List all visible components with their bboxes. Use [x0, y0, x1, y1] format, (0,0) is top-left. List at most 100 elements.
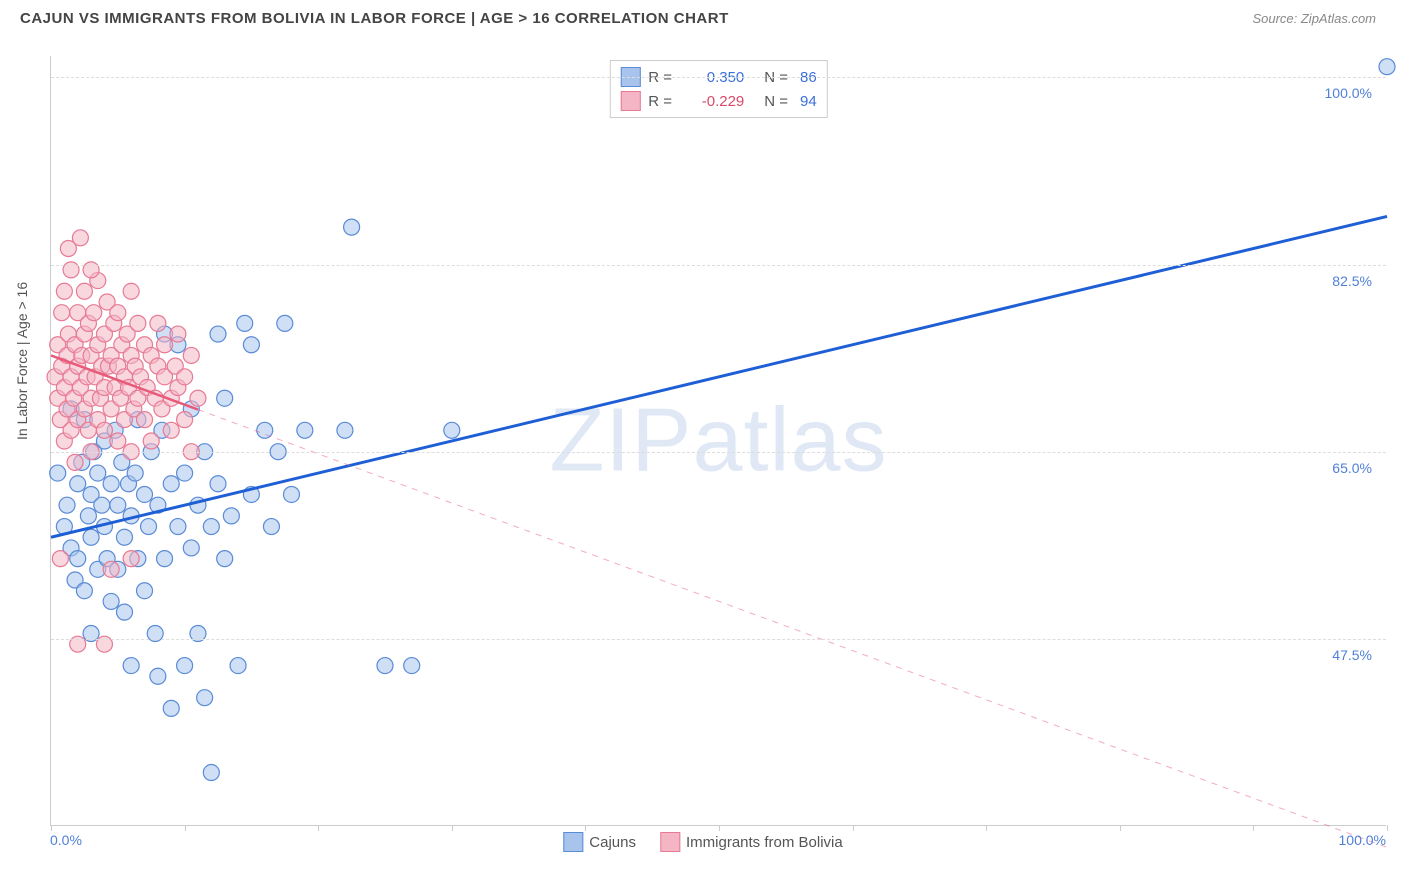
data-point	[52, 551, 68, 567]
data-point	[210, 326, 226, 342]
data-point	[123, 551, 139, 567]
data-point	[177, 412, 193, 428]
data-point	[243, 337, 259, 353]
data-point	[56, 283, 72, 299]
title-bar: CAJUN VS IMMIGRANTS FROM BOLIVIA IN LABO…	[0, 0, 1406, 33]
chart-title: CAJUN VS IMMIGRANTS FROM BOLIVIA IN LABO…	[20, 10, 729, 27]
data-point	[90, 465, 106, 481]
data-point	[103, 561, 119, 577]
data-point	[404, 658, 420, 674]
grid-line	[51, 265, 1386, 266]
x-tick	[853, 825, 854, 831]
data-point	[80, 508, 96, 524]
legend-swatch	[660, 832, 680, 852]
data-point	[70, 551, 86, 567]
data-point	[103, 593, 119, 609]
y-tick-label: 47.5%	[1328, 647, 1376, 663]
data-point	[377, 658, 393, 674]
x-tick	[719, 825, 720, 831]
data-point	[76, 283, 92, 299]
data-point	[141, 519, 157, 535]
data-point	[237, 315, 253, 331]
legend-item: Immigrants from Bolivia	[660, 832, 843, 852]
data-point	[190, 390, 206, 406]
legend-swatch	[563, 832, 583, 852]
data-point	[116, 604, 132, 620]
data-point	[183, 347, 199, 363]
series-legend: Cajuns Immigrants from Bolivia	[563, 832, 842, 852]
data-point	[177, 369, 193, 385]
x-axis-min-label: 0.0%	[50, 832, 82, 848]
data-point	[130, 315, 146, 331]
data-point	[197, 690, 213, 706]
legend-row: R = -0.229 N = 94	[620, 89, 816, 113]
data-point	[150, 668, 166, 684]
source-attribution: Source: ZipAtlas.com	[1252, 11, 1376, 26]
y-axis-label: In Labor Force | Age > 16	[14, 282, 30, 440]
x-tick	[452, 825, 453, 831]
legend-item: Cajuns	[563, 832, 636, 852]
data-point	[137, 486, 153, 502]
r-value: -0.229	[684, 93, 744, 110]
data-point	[344, 219, 360, 235]
data-point	[157, 337, 173, 353]
data-point	[170, 326, 186, 342]
data-point	[60, 241, 76, 257]
data-point	[94, 497, 110, 513]
chart-plot-area: ZIPatlas R =0.350N =86R =-0.229N =94 47.…	[50, 56, 1386, 826]
data-point	[143, 433, 159, 449]
data-point	[137, 583, 153, 599]
data-point	[83, 529, 99, 545]
data-point	[137, 412, 153, 428]
y-tick-label: 100.0%	[1321, 85, 1376, 101]
y-tick-label: 65.0%	[1328, 460, 1376, 476]
data-point	[337, 422, 353, 438]
data-point	[110, 497, 126, 513]
data-point	[163, 700, 179, 716]
trend-line-bolivia-dashed	[198, 410, 1387, 848]
grid-line	[51, 77, 1386, 78]
data-point	[54, 305, 70, 321]
scatter-svg	[51, 56, 1386, 825]
y-tick-label: 82.5%	[1328, 273, 1376, 289]
data-point	[116, 529, 132, 545]
data-point	[277, 315, 293, 331]
data-point	[444, 422, 460, 438]
data-point	[230, 658, 246, 674]
x-tick	[585, 825, 586, 831]
data-point	[157, 551, 173, 567]
data-point	[50, 465, 66, 481]
x-tick	[1120, 825, 1121, 831]
data-point	[67, 454, 83, 470]
x-axis-max-label: 100.0%	[1339, 832, 1386, 848]
data-point	[110, 305, 126, 321]
x-tick	[1253, 825, 1254, 831]
data-point	[183, 540, 199, 556]
data-point	[283, 486, 299, 502]
x-tick	[51, 825, 52, 831]
data-point	[217, 551, 233, 567]
n-value: 94	[800, 93, 817, 110]
data-point	[103, 476, 119, 492]
data-point	[203, 765, 219, 781]
data-point	[59, 497, 75, 513]
data-point	[70, 476, 86, 492]
data-point	[163, 476, 179, 492]
data-point	[127, 465, 143, 481]
grid-line	[51, 639, 1386, 640]
x-tick	[185, 825, 186, 831]
n-label: N =	[764, 93, 788, 110]
r-label: R =	[648, 93, 676, 110]
data-point	[297, 422, 313, 438]
x-tick	[1387, 825, 1388, 831]
data-point	[203, 519, 219, 535]
data-point	[150, 315, 166, 331]
data-point	[223, 508, 239, 524]
data-point	[96, 422, 112, 438]
data-point	[210, 476, 226, 492]
legend-label: Cajuns	[589, 834, 636, 851]
data-point	[163, 422, 179, 438]
data-point	[123, 283, 139, 299]
data-point	[170, 519, 186, 535]
data-point	[86, 305, 102, 321]
